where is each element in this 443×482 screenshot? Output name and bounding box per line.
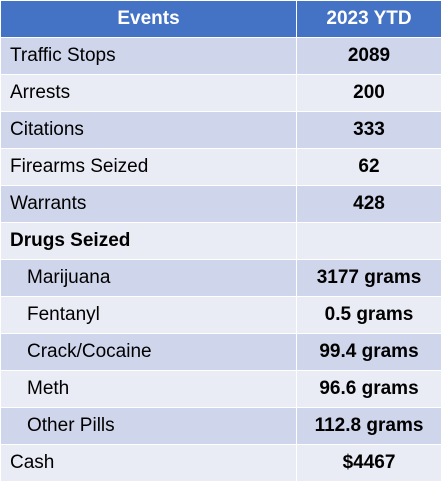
row-label-cash: Cash	[0, 444, 297, 482]
row-label-drugs-seized: Drugs Seized	[0, 222, 297, 260]
row-value-citations: 333	[296, 111, 442, 149]
row-label-arrests: Arrests	[0, 74, 297, 112]
row-value-other-pills: 112.8 grams	[296, 407, 442, 445]
row-value-firearms-seized: 62	[296, 148, 442, 186]
row-value-warrants: 428	[296, 185, 442, 223]
table-header-row: Events 2023 YTD	[0, 0, 442, 38]
row-value-arrests: 200	[296, 74, 442, 112]
table-row: Warrants 428	[0, 185, 442, 223]
row-value-cash: $4467	[296, 444, 442, 482]
row-label-marijuana: Marijuana	[0, 259, 297, 297]
row-label-meth: Meth	[0, 370, 297, 408]
column-header-events: Events	[0, 0, 297, 38]
row-label-crack-cocaine: Crack/Cocaine	[0, 333, 297, 371]
row-label-warrants: Warrants	[0, 185, 297, 223]
row-value-drugs-seized	[296, 222, 442, 260]
row-label-traffic-stops: Traffic Stops	[0, 37, 297, 75]
row-value-crack-cocaine: 99.4 grams	[296, 333, 442, 371]
table-row: Firearms Seized 62	[0, 148, 442, 186]
row-label-other-pills: Other Pills	[0, 407, 297, 445]
column-header-2023-ytd: 2023 YTD	[296, 0, 442, 38]
row-label-fentanyl: Fentanyl	[0, 296, 297, 334]
table-row: Crack/Cocaine 99.4 grams	[0, 333, 442, 371]
table-row: Citations 333	[0, 111, 442, 149]
row-value-fentanyl: 0.5 grams	[296, 296, 442, 334]
row-value-traffic-stops: 2089	[296, 37, 442, 75]
row-label-citations: Citations	[0, 111, 297, 149]
row-value-marijuana: 3177 grams	[296, 259, 442, 297]
table-row: Cash $4467	[0, 444, 442, 482]
table-row: Other Pills 112.8 grams	[0, 407, 442, 445]
row-label-firearms-seized: Firearms Seized	[0, 148, 297, 186]
table-row: Meth 96.6 grams	[0, 370, 442, 408]
table-row: Traffic Stops 2089	[0, 37, 442, 75]
table-row: Fentanyl 0.5 grams	[0, 296, 442, 334]
row-value-meth: 96.6 grams	[296, 370, 442, 408]
table-row: Arrests 200	[0, 74, 442, 112]
table-row: Marijuana 3177 grams	[0, 259, 442, 297]
table-row: Drugs Seized	[0, 222, 442, 260]
